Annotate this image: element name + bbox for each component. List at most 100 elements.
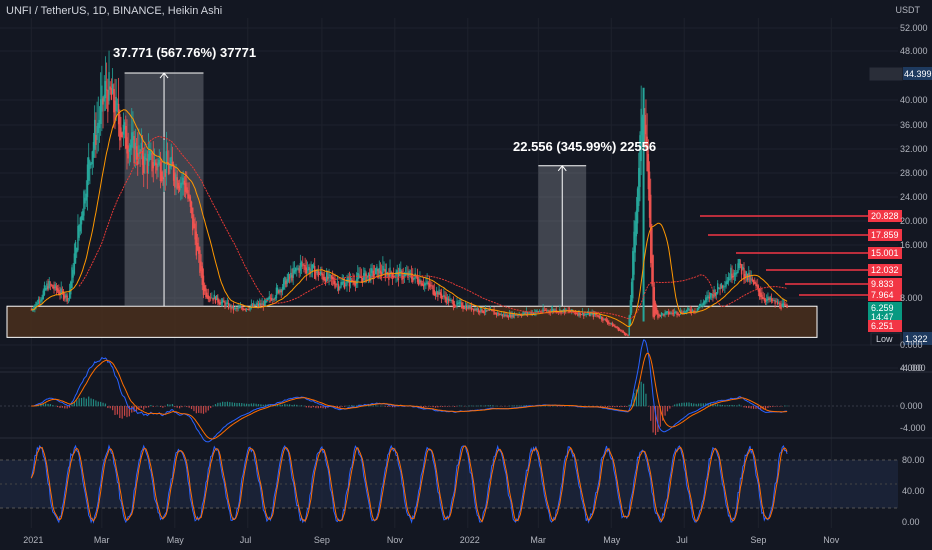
macd-bar (248, 403, 250, 407)
macd-bar (382, 405, 384, 407)
macd-bar (714, 404, 716, 407)
low-tag (870, 332, 902, 346)
candle-body (705, 297, 707, 303)
candle-body (226, 302, 229, 304)
macd-bar (135, 406, 138, 412)
candle-body (499, 314, 501, 316)
macd-bar (370, 405, 372, 407)
macd-bar (169, 404, 171, 407)
candle-body (726, 280, 728, 285)
macd-bar (47, 403, 49, 407)
candle-body (401, 271, 403, 281)
macd-bar (200, 406, 202, 414)
candle-body (221, 299, 224, 303)
price-label-bg (868, 247, 902, 259)
candle-body (756, 284, 758, 287)
candle-body (348, 279, 351, 287)
candle-body (303, 264, 305, 266)
candle-body (498, 313, 500, 316)
macd-bar (205, 406, 207, 413)
candle-body (34, 305, 36, 310)
candle-body (56, 288, 59, 292)
macd-bar (726, 405, 728, 407)
candle-body (684, 312, 687, 313)
macd-bar (377, 405, 379, 407)
candle-body (766, 299, 768, 301)
candle-body (279, 289, 281, 292)
candle-body (609, 322, 611, 324)
candle-body (236, 308, 238, 310)
candle-body (324, 278, 327, 284)
macd-bar (681, 402, 683, 407)
macd-bar (305, 406, 307, 408)
candle-body (86, 164, 89, 198)
candle-body (444, 295, 446, 299)
x-tick-label: Mar (94, 535, 110, 545)
high-value: 44.399 (904, 69, 932, 79)
macd-bar (351, 405, 353, 407)
candle-body (597, 314, 599, 317)
candle-body (507, 316, 510, 318)
candle-body (548, 310, 550, 312)
macd-bar (320, 406, 322, 408)
candle-body (760, 292, 762, 298)
macd-bar (40, 404, 42, 407)
candle-body (314, 266, 316, 279)
candle-body (325, 272, 328, 282)
candle-body (559, 309, 561, 312)
candle-body (614, 325, 616, 328)
candle-body (383, 268, 385, 270)
macd-bar (475, 405, 477, 407)
candle-body (53, 286, 55, 290)
candle-body (615, 326, 617, 329)
macd-bar (599, 406, 602, 407)
candle-body (416, 276, 419, 283)
macd-bar (693, 403, 695, 407)
macd-bar (786, 405, 788, 407)
macd-bar (712, 404, 714, 407)
macd-bar (167, 404, 169, 407)
candle-body (598, 315, 601, 319)
candle-body (251, 306, 254, 307)
candle-body (479, 310, 481, 313)
candle-body (700, 304, 702, 307)
candle-body (696, 307, 699, 312)
x-tick-label: May (603, 535, 621, 545)
candle-body (335, 284, 337, 286)
candle-body (225, 303, 227, 305)
low-value: 1.322 (905, 334, 928, 344)
macd-bar (619, 406, 621, 408)
candle-body (471, 308, 474, 310)
candle-body (388, 273, 390, 280)
candle-body (38, 301, 41, 303)
candle-body (92, 141, 95, 158)
candle-body (132, 131, 134, 140)
candle-body (451, 300, 453, 302)
candle-body (150, 150, 152, 156)
candle-body (426, 281, 428, 284)
candle-body (502, 314, 505, 316)
candle-body (117, 103, 120, 125)
candle-body (99, 99, 102, 124)
candle-body (749, 274, 751, 283)
candle-body (187, 190, 189, 199)
candle-body (199, 250, 201, 273)
candle-body (443, 294, 445, 297)
candle-body (531, 312, 534, 314)
macd-bar (277, 404, 279, 407)
macd-bar (293, 404, 295, 407)
candle-body (229, 305, 231, 306)
macd-bar (676, 403, 678, 407)
candle-body (462, 305, 464, 309)
macd-bar (253, 403, 255, 407)
candle-body (377, 268, 379, 278)
candle-body (208, 297, 211, 299)
candle-body (44, 288, 47, 290)
candle-body (602, 318, 604, 322)
candle-body (217, 297, 219, 303)
high-value-bg (870, 68, 902, 80)
candle-body (122, 124, 125, 135)
x-tick-label: Mar (530, 535, 546, 545)
macd-bar (238, 402, 240, 407)
macd-bar (774, 406, 776, 407)
